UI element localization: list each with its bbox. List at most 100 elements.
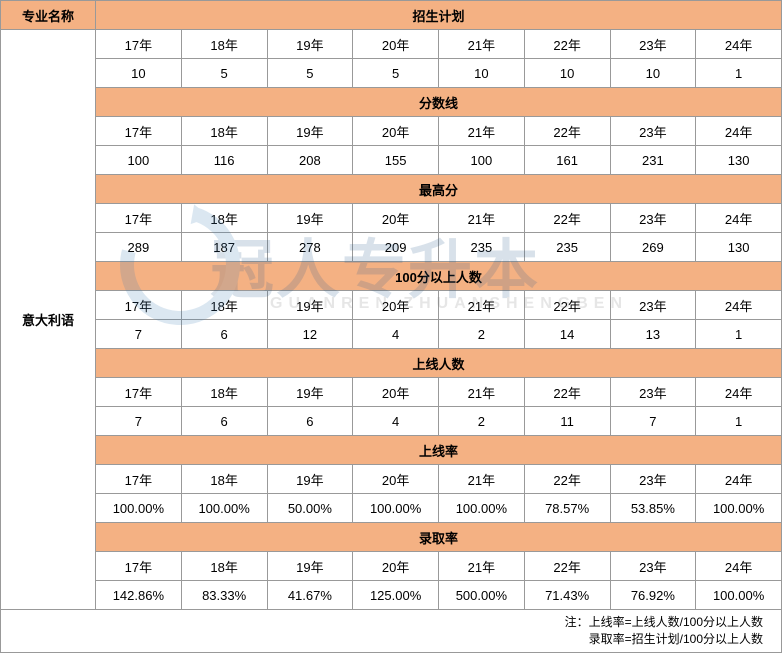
section-title: 招生计划: [96, 1, 782, 30]
value-cell: 76.92%: [610, 581, 696, 610]
year-cell: 19年: [267, 30, 353, 59]
year-cell: 17年: [96, 465, 182, 494]
year-cell: 24年: [696, 465, 782, 494]
year-cell: 18年: [181, 378, 267, 407]
year-cell: 23年: [610, 291, 696, 320]
year-cell: 20年: [353, 465, 439, 494]
year-cell: 23年: [610, 552, 696, 581]
value-cell: 1: [696, 59, 782, 88]
year-cell: 20年: [353, 204, 439, 233]
year-cell: 23年: [610, 117, 696, 146]
value-cell: 10: [439, 59, 525, 88]
data-table: 专业名称招生计划意大利语17年18年19年20年21年22年23年24年1055…: [0, 0, 782, 653]
page-wrap: 冠人专升本 GUANREN ZHUANSHENGBEN 专业名称招生计划意大利语…: [0, 0, 782, 653]
value-cell: 269: [610, 233, 696, 262]
year-cell: 18年: [181, 117, 267, 146]
value-cell: 235: [524, 233, 610, 262]
section-title: 分数线: [96, 88, 782, 117]
value-cell: 1: [696, 407, 782, 436]
value-cell: 7: [96, 407, 182, 436]
major-name-header: 专业名称: [1, 1, 96, 30]
value-cell: 289: [96, 233, 182, 262]
value-cell: 2: [439, 407, 525, 436]
value-cell: 10: [96, 59, 182, 88]
year-cell: 24年: [696, 552, 782, 581]
value-cell: 231: [610, 146, 696, 175]
year-cell: 18年: [181, 465, 267, 494]
year-cell: 19年: [267, 204, 353, 233]
section-title: 最高分: [96, 175, 782, 204]
value-cell: 100.00%: [696, 494, 782, 523]
year-cell: 19年: [267, 465, 353, 494]
value-cell: 161: [524, 146, 610, 175]
year-cell: 22年: [524, 204, 610, 233]
value-cell: 100.00%: [353, 494, 439, 523]
value-cell: 13: [610, 320, 696, 349]
value-cell: 11: [524, 407, 610, 436]
year-cell: 23年: [610, 465, 696, 494]
value-cell: 78.57%: [524, 494, 610, 523]
year-cell: 18年: [181, 204, 267, 233]
year-cell: 18年: [181, 30, 267, 59]
year-cell: 22年: [524, 30, 610, 59]
year-cell: 20年: [353, 30, 439, 59]
section-title: 上线率: [96, 436, 782, 465]
year-cell: 24年: [696, 117, 782, 146]
year-cell: 22年: [524, 291, 610, 320]
year-cell: 23年: [610, 30, 696, 59]
year-cell: 21年: [439, 204, 525, 233]
value-cell: 209: [353, 233, 439, 262]
year-cell: 17年: [96, 378, 182, 407]
value-cell: 278: [267, 233, 353, 262]
value-cell: 155: [353, 146, 439, 175]
value-cell: 235: [439, 233, 525, 262]
value-cell: 5: [267, 59, 353, 88]
value-cell: 100: [96, 146, 182, 175]
value-cell: 7: [96, 320, 182, 349]
year-cell: 19年: [267, 117, 353, 146]
year-cell: 23年: [610, 204, 696, 233]
section-title: 100分以上人数: [96, 262, 782, 291]
value-cell: 130: [696, 146, 782, 175]
value-cell: 53.85%: [610, 494, 696, 523]
year-cell: 20年: [353, 291, 439, 320]
value-cell: 1: [696, 320, 782, 349]
value-cell: 6: [181, 407, 267, 436]
value-cell: 187: [181, 233, 267, 262]
section-title: 上线人数: [96, 349, 782, 378]
year-cell: 22年: [524, 117, 610, 146]
value-cell: 100.00%: [696, 581, 782, 610]
value-cell: 71.43%: [524, 581, 610, 610]
year-cell: 19年: [267, 552, 353, 581]
year-cell: 19年: [267, 378, 353, 407]
value-cell: 100.00%: [439, 494, 525, 523]
year-cell: 18年: [181, 552, 267, 581]
value-cell: 116: [181, 146, 267, 175]
value-cell: 2: [439, 320, 525, 349]
year-cell: 17年: [96, 30, 182, 59]
value-cell: 5: [353, 59, 439, 88]
value-cell: 100.00%: [96, 494, 182, 523]
year-cell: 24年: [696, 30, 782, 59]
footnote: 注：上线率=上线人数/100分以上人数录取率=招生计划/100分以上人数: [1, 610, 782, 653]
year-cell: 21年: [439, 30, 525, 59]
value-cell: 4: [353, 407, 439, 436]
value-cell: 10: [610, 59, 696, 88]
year-cell: 17年: [96, 552, 182, 581]
value-cell: 500.00%: [439, 581, 525, 610]
value-cell: 50.00%: [267, 494, 353, 523]
value-cell: 130: [696, 233, 782, 262]
year-cell: 21年: [439, 552, 525, 581]
year-cell: 21年: [439, 291, 525, 320]
value-cell: 100: [439, 146, 525, 175]
section-title: 录取率: [96, 523, 782, 552]
value-cell: 7: [610, 407, 696, 436]
value-cell: 5: [181, 59, 267, 88]
year-cell: 19年: [267, 291, 353, 320]
year-cell: 20年: [353, 117, 439, 146]
year-cell: 21年: [439, 378, 525, 407]
year-cell: 22年: [524, 552, 610, 581]
year-cell: 23年: [610, 378, 696, 407]
value-cell: 4: [353, 320, 439, 349]
value-cell: 83.33%: [181, 581, 267, 610]
